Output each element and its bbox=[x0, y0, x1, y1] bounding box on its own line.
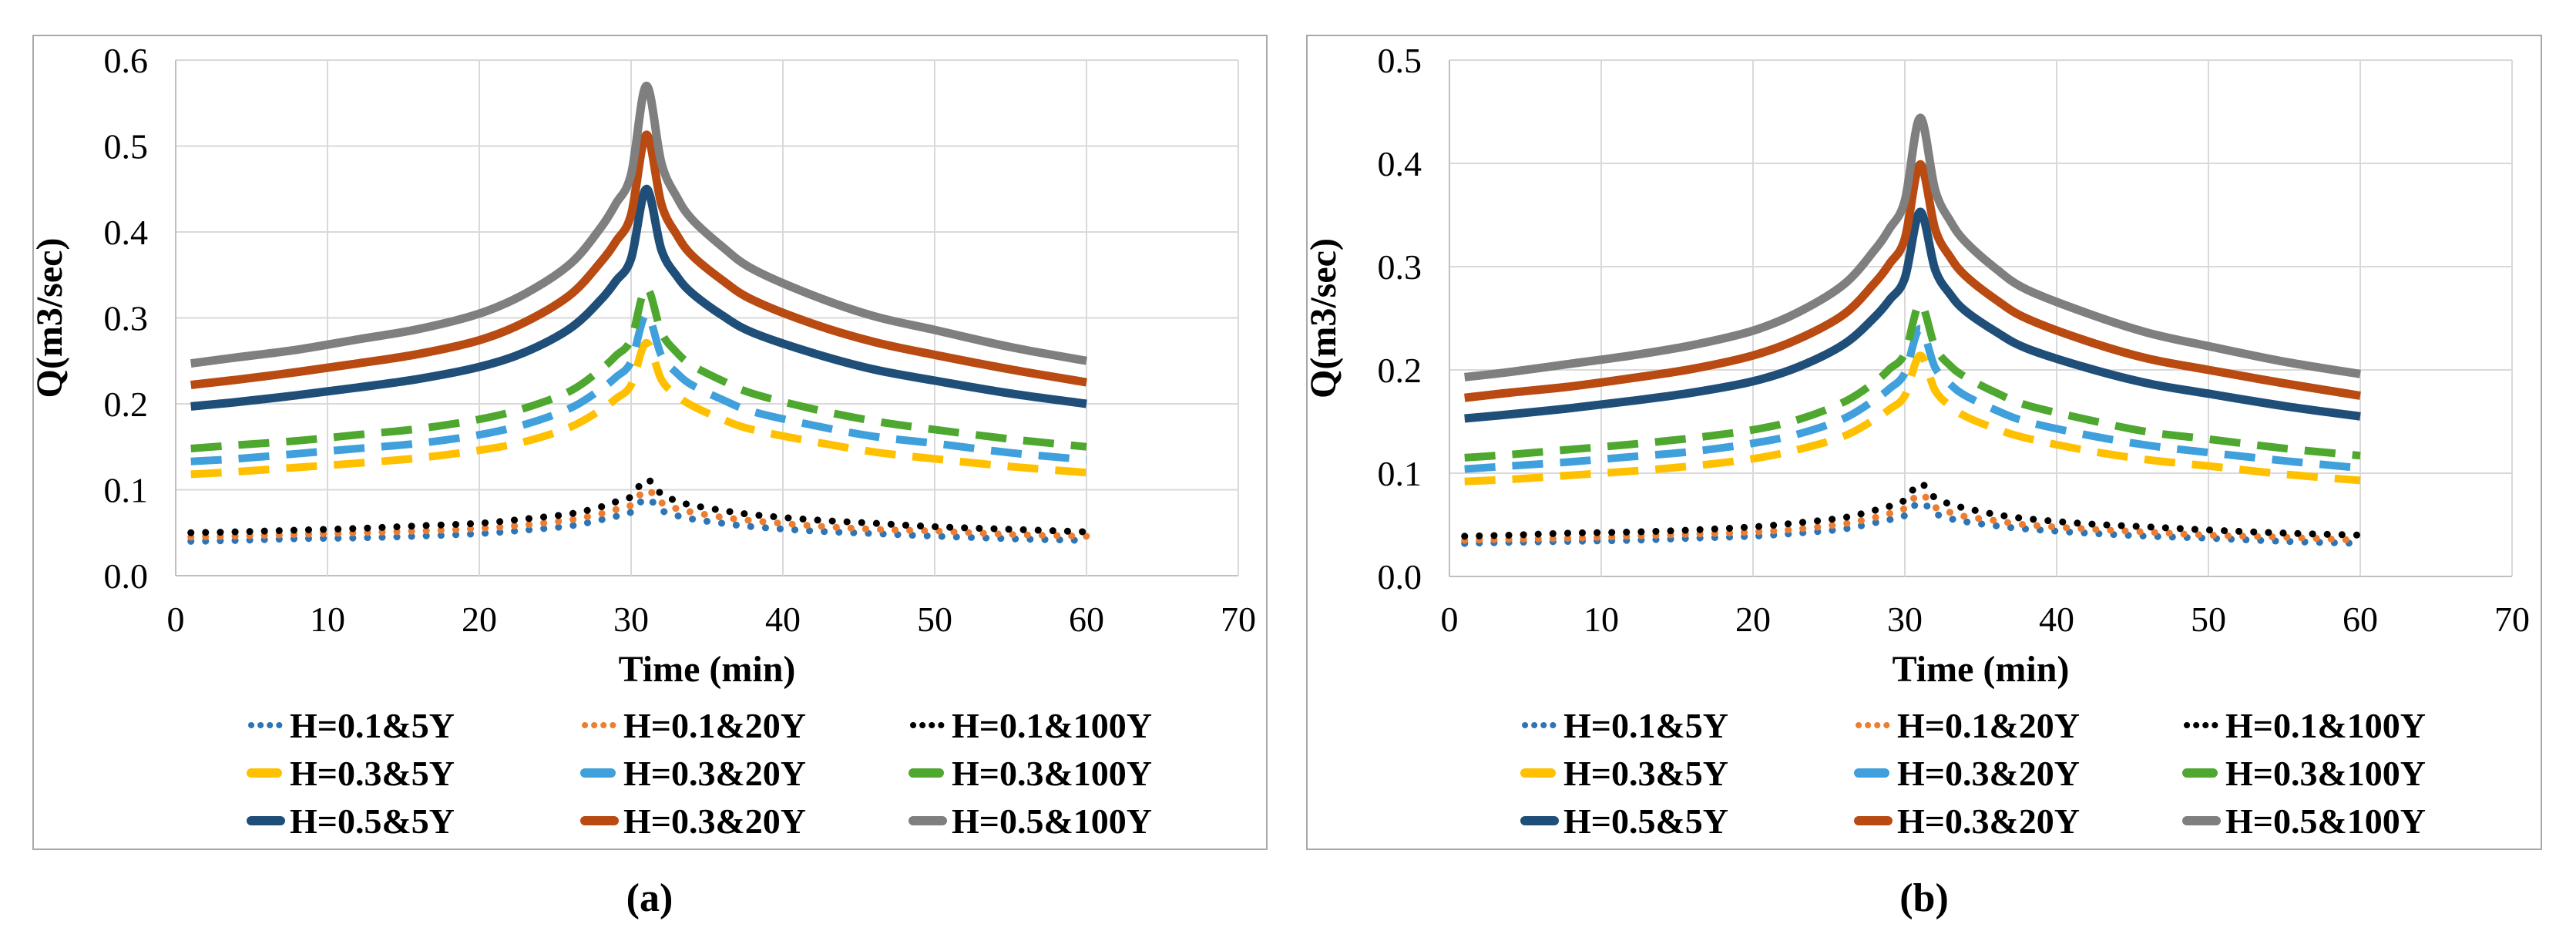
x-axis-title: Time (min) bbox=[619, 649, 796, 690]
chart-b bbox=[1306, 35, 2542, 850]
legend-label: H=0.3&20Y bbox=[623, 754, 806, 793]
legend-label: H=0.1&5Y bbox=[290, 706, 455, 745]
chart-caption: (a) bbox=[626, 876, 673, 920]
series-line-0-8 bbox=[190, 81, 1087, 368]
series-line-0-2 bbox=[187, 476, 1090, 536]
series-line-1-6 bbox=[1464, 207, 2361, 423]
y-axis-title: Q(m3/sec) bbox=[1303, 238, 1344, 398]
y-axis-title: Q(m3/sec) bbox=[29, 238, 70, 398]
x-tick-label: 60 bbox=[1069, 600, 1104, 639]
legend-label: H=0.1&5Y bbox=[1563, 706, 1728, 745]
y-tick-label: 0.5 bbox=[1378, 41, 1422, 80]
series-line-1-5 bbox=[1464, 300, 2361, 462]
x-tick-label: 0 bbox=[1441, 600, 1459, 639]
series-line-0-3 bbox=[190, 338, 1087, 479]
series-line-1-2 bbox=[1461, 479, 2364, 540]
legend-label: H=0.5&5Y bbox=[1563, 801, 1728, 841]
legend-label: H=0.1&100Y bbox=[2225, 706, 2426, 745]
x-tick-label: 10 bbox=[310, 600, 345, 639]
legend-label: H=0.3&5Y bbox=[1563, 754, 1728, 793]
series-line-1-3 bbox=[1464, 351, 2361, 486]
series-line-1-4 bbox=[1464, 324, 2361, 473]
legend bbox=[1520, 722, 2221, 825]
series-line-0-0 bbox=[187, 495, 1090, 545]
series-lines bbox=[187, 81, 1090, 545]
x-tick-label: 40 bbox=[765, 600, 801, 639]
legend-label: H=0.3&20Y bbox=[1897, 754, 2080, 793]
series-line-0-4 bbox=[190, 311, 1087, 465]
legend-label: H=0.1&100Y bbox=[952, 706, 1152, 745]
y-tick-label: 0.3 bbox=[104, 299, 149, 338]
y-tick-label: 0.2 bbox=[104, 385, 149, 424]
y-tick-label: 0.0 bbox=[1378, 557, 1422, 596]
x-tick-label: 40 bbox=[2039, 600, 2074, 639]
series-line-1-0 bbox=[1461, 499, 2364, 547]
series-line-1-1 bbox=[1461, 490, 2364, 544]
series-line-1-8 bbox=[1464, 113, 2361, 381]
series-line-0-5 bbox=[190, 284, 1087, 452]
legend-label: H=0.3&100Y bbox=[2225, 754, 2426, 793]
legend bbox=[247, 722, 947, 825]
x-tick-label: 70 bbox=[1221, 600, 1256, 639]
y-tick-label: 0.5 bbox=[104, 127, 149, 166]
legend-label: H=0.1&20Y bbox=[623, 706, 806, 745]
x-tick-label: 20 bbox=[462, 600, 497, 639]
series-line-1-7 bbox=[1464, 160, 2361, 402]
y-tick-label: 0.1 bbox=[1378, 454, 1422, 493]
series-line-0-6 bbox=[190, 184, 1087, 411]
x-tick-label: 10 bbox=[1584, 600, 1619, 639]
chart-caption: (b) bbox=[1899, 876, 1949, 920]
chart-a bbox=[32, 35, 1268, 850]
legend-label: H=0.3&20Y bbox=[1897, 801, 2080, 841]
series-line-0-1 bbox=[187, 486, 1090, 541]
x-tick-label: 0 bbox=[167, 600, 185, 639]
series-lines bbox=[1461, 113, 2364, 547]
legend-label: H=0.5&100Y bbox=[952, 801, 1152, 841]
series-line-0-7 bbox=[190, 130, 1087, 389]
legend-label: H=0.3&5Y bbox=[290, 754, 455, 793]
y-tick-label: 0.4 bbox=[1378, 144, 1422, 183]
y-tick-label: 0.2 bbox=[1378, 351, 1422, 390]
y-tick-label: 0.0 bbox=[104, 556, 149, 596]
x-tick-label: 30 bbox=[1887, 600, 1923, 639]
x-tick-label: 50 bbox=[2191, 600, 2226, 639]
x-tick-label: 60 bbox=[2343, 600, 2378, 639]
x-tick-label: 50 bbox=[917, 600, 952, 639]
y-tick-label: 0.6 bbox=[104, 41, 149, 80]
gridlines bbox=[1449, 59, 2513, 577]
x-tick-label: 20 bbox=[1735, 600, 1771, 639]
y-tick-label: 0.3 bbox=[1378, 247, 1422, 287]
legend-label: H=0.5&5Y bbox=[290, 801, 455, 841]
y-tick-label: 0.1 bbox=[104, 471, 149, 510]
legend-label: H=0.3&20Y bbox=[623, 801, 806, 841]
legend-label: H=0.3&100Y bbox=[952, 754, 1152, 793]
legend-label: H=0.1&20Y bbox=[1897, 706, 2080, 745]
x-tick-label: 70 bbox=[2494, 600, 2530, 639]
x-tick-label: 30 bbox=[613, 600, 649, 639]
legend-label: H=0.5&100Y bbox=[2225, 801, 2426, 841]
x-axis-title: Time (min) bbox=[1893, 649, 2070, 690]
y-tick-label: 0.4 bbox=[104, 213, 149, 252]
